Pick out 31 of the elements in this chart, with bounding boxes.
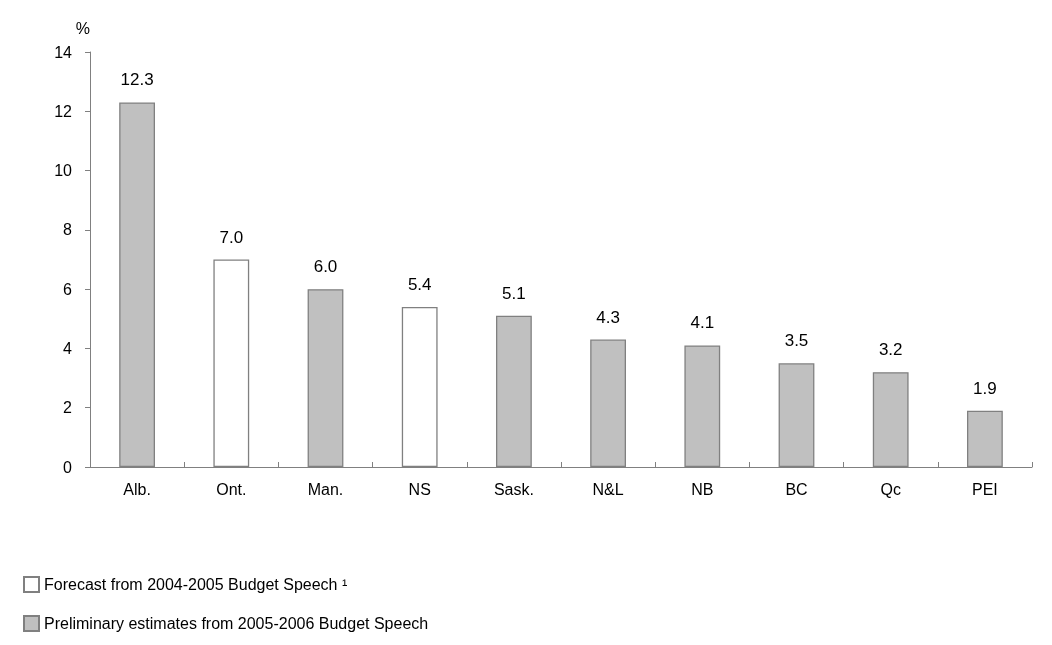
- y-tick-label: 12: [54, 102, 73, 120]
- x-tick-label: BC: [785, 480, 808, 498]
- y-tick-label: 10: [54, 162, 73, 180]
- data-label: 4.1: [690, 313, 715, 333]
- y-axis-title: %: [75, 19, 90, 37]
- x-tick-label: PEI: [972, 480, 998, 498]
- x-tick-label: Ont.: [216, 480, 247, 498]
- y-tick-label: 0: [63, 458, 73, 476]
- data-label: 3.5: [784, 331, 809, 351]
- data-label: 6.0: [313, 257, 338, 277]
- data-label: 5.4: [407, 274, 432, 294]
- data-label: 12.3: [120, 70, 154, 90]
- data-label: 1.9: [973, 378, 997, 398]
- x-tick-label: NB: [691, 480, 714, 498]
- y-tick-label: 6: [63, 280, 73, 298]
- x-tick-label: Man.: [307, 480, 344, 498]
- y-tick-label: 14: [54, 43, 73, 61]
- y-tick-label: 8: [63, 221, 73, 239]
- x-tick-label: N&L: [592, 480, 624, 498]
- data-label: 7.0: [219, 227, 244, 247]
- x-tick-label: NS: [408, 480, 431, 498]
- y-tick-label: 2: [63, 399, 73, 417]
- data-label: 5.1: [502, 283, 526, 303]
- x-tick-label: Sask.: [493, 480, 534, 498]
- x-tick-label: Qc: [880, 480, 901, 498]
- legend-label: Forecast from 2004-2005 Budget Speech ¹: [44, 576, 348, 593]
- y-tick-label: 4: [63, 339, 73, 357]
- legend-label: Preliminary estimates from 2005-2006 Budget Speech: [44, 615, 429, 632]
- x-tick-label: Alb.: [123, 480, 151, 498]
- data-label: 3.2: [878, 340, 903, 360]
- data-label: 4.3: [596, 307, 620, 327]
